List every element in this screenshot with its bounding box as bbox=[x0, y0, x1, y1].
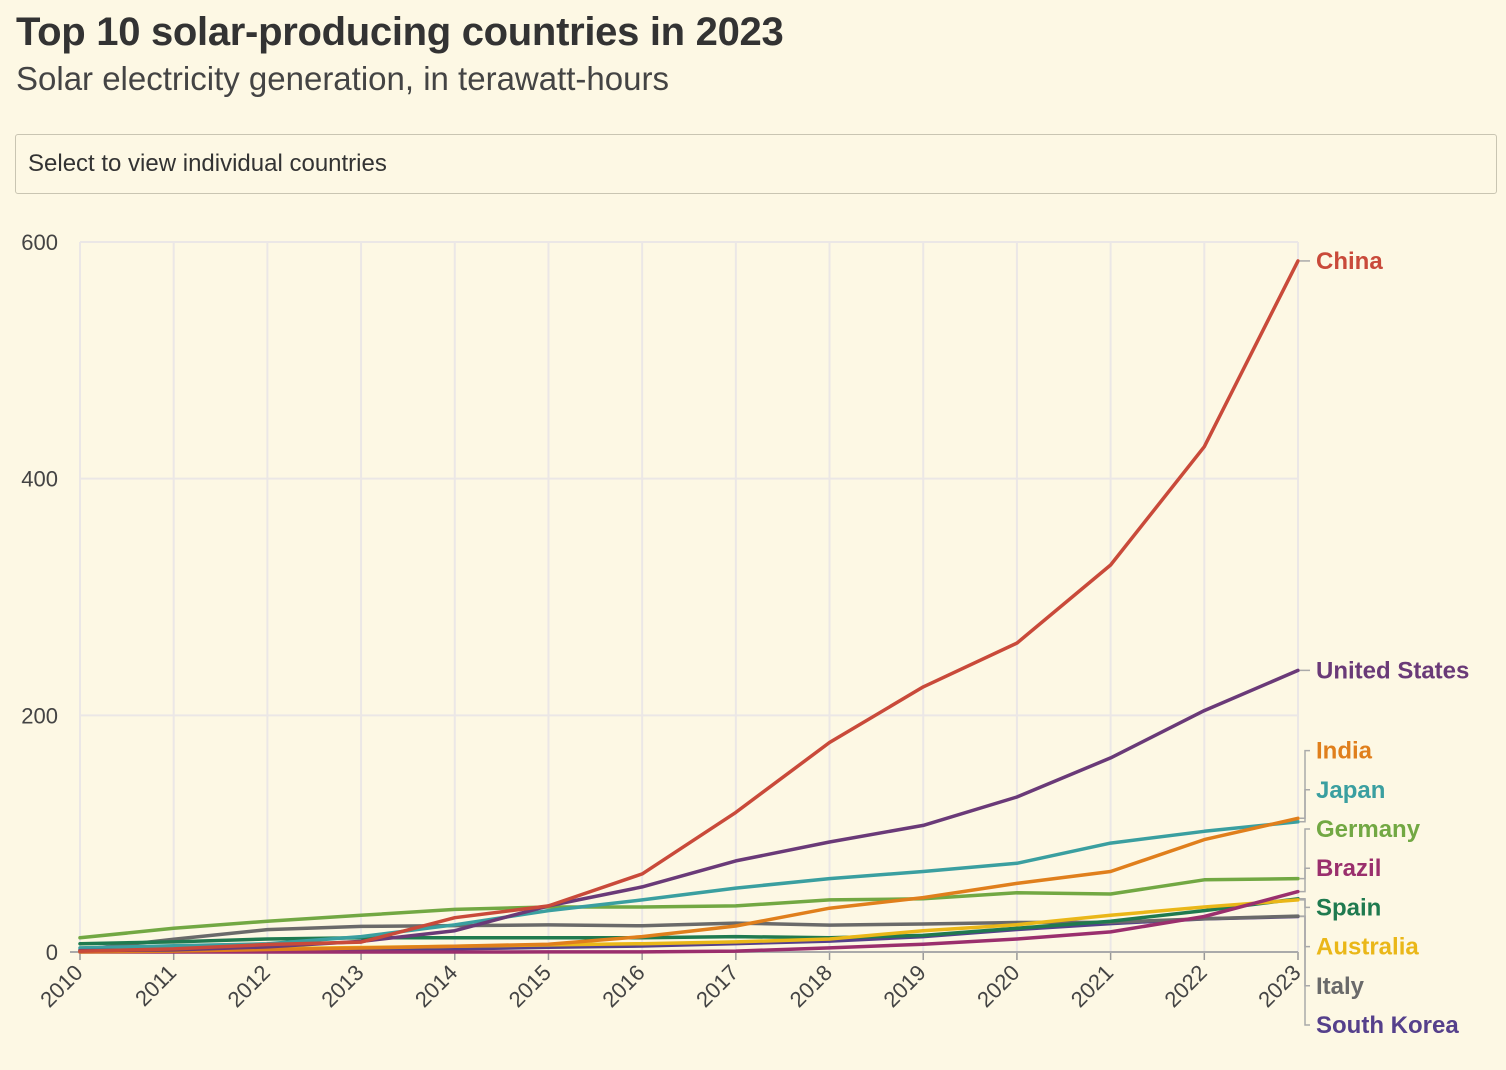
series-label-india[interactable]: India bbox=[1316, 738, 1373, 765]
series-label-united-states[interactable]: United States bbox=[1316, 657, 1469, 684]
series-line-china[interactable] bbox=[78, 259, 1300, 953]
x-tick-label-2018: 2018 bbox=[785, 960, 837, 1012]
x-tick-label-2020: 2020 bbox=[972, 960, 1024, 1012]
series-label-germany[interactable]: Germany bbox=[1316, 816, 1421, 843]
series-label-brazil[interactable]: Brazil bbox=[1316, 855, 1381, 882]
series-line-brazil[interactable] bbox=[78, 889, 1300, 954]
label-connector-brazil bbox=[1300, 867, 1310, 893]
x-tick-label-2012: 2012 bbox=[223, 960, 275, 1012]
label-layer: China United States India Japan Germany Brazi… bbox=[1300, 248, 1469, 1039]
x-tick-label-2019: 2019 bbox=[878, 960, 930, 1012]
label-connector-japan bbox=[1300, 789, 1310, 823]
series-line-germany[interactable] bbox=[78, 876, 1300, 940]
x-tick-label-2015: 2015 bbox=[504, 960, 556, 1012]
x-tick-label-2014: 2014 bbox=[410, 960, 462, 1012]
y-tick-label-400: 400 bbox=[21, 467, 58, 492]
label-connector-south-korea bbox=[1300, 915, 1310, 1026]
y-tick-label-200: 200 bbox=[21, 703, 58, 728]
x-tick-label-2017: 2017 bbox=[691, 960, 743, 1012]
grid-layer bbox=[79, 241, 1299, 952]
chart-title: Top 10 solar-producing countries in 2023 bbox=[16, 10, 784, 54]
x-tick-label-2011: 2011 bbox=[130, 960, 181, 1011]
chart-subtitle: Solar electricity generation, in terawat… bbox=[16, 60, 669, 97]
series-label-spain[interactable]: Spain bbox=[1316, 894, 1381, 921]
x-tick-label-2010: 2010 bbox=[35, 960, 87, 1012]
x-tick-label-2013: 2013 bbox=[316, 960, 368, 1012]
series-label-italy[interactable]: Italy bbox=[1316, 973, 1365, 1000]
series-line-india[interactable] bbox=[78, 816, 1300, 954]
country-selector[interactable]: Select to view individual countries bbox=[15, 134, 1497, 194]
y-tick-label-600: 600 bbox=[21, 230, 58, 255]
x-tick-label-2022: 2022 bbox=[1160, 960, 1212, 1012]
country-selector-label: Select to view individual countries bbox=[28, 150, 387, 177]
series-label-japan[interactable]: Japan bbox=[1316, 777, 1385, 804]
series-label-australia[interactable]: Australia bbox=[1316, 934, 1419, 961]
x-tick-label-2023: 2023 bbox=[1253, 960, 1305, 1012]
series-line-united-states[interactable] bbox=[78, 668, 1300, 953]
series-label-south-korea[interactable]: South Korea bbox=[1316, 1012, 1459, 1039]
x-tick-label-2021: 2021 bbox=[1066, 960, 1118, 1012]
label-connector-germany bbox=[1300, 828, 1310, 880]
series-line-spain[interactable] bbox=[78, 897, 1300, 946]
x-tick-label-2016: 2016 bbox=[597, 960, 649, 1012]
y-tick-label-0: 0 bbox=[46, 940, 58, 965]
label-connector-india bbox=[1300, 749, 1310, 820]
series-layer bbox=[78, 259, 1300, 954]
series-label-china[interactable]: China bbox=[1316, 248, 1383, 275]
